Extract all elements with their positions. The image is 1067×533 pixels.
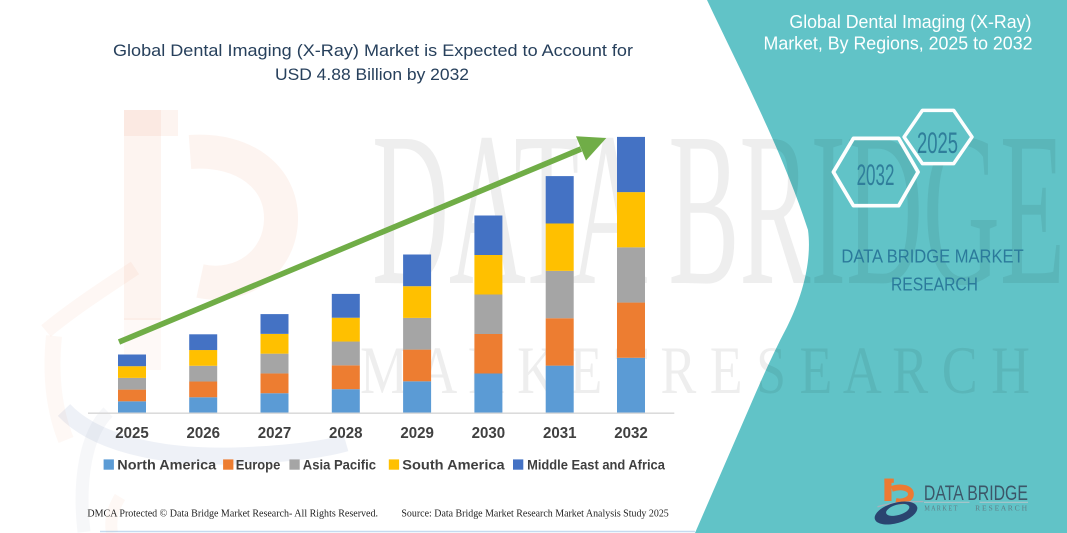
svg-text:DATA BRIDGE: DATA BRIDGE — [924, 481, 1028, 505]
svg-text:2028: 2028 — [329, 425, 363, 442]
svg-text:RESEARCH: RESEARCH — [891, 275, 978, 295]
svg-text:M A R K E T: M A R K E T — [924, 503, 957, 512]
svg-text:2025: 2025 — [917, 127, 958, 160]
svg-text:Europe: Europe — [236, 457, 281, 473]
svg-text:2026: 2026 — [186, 425, 220, 442]
svg-text:Market, By Regions, 2025 to 20: Market, By Regions, 2025 to 2032 — [764, 32, 1033, 53]
svg-text:2031: 2031 — [543, 425, 577, 442]
svg-text:2030: 2030 — [472, 425, 506, 442]
svg-text:2025: 2025 — [115, 425, 149, 442]
svg-text:DATA BRIDGE MARKET: DATA BRIDGE MARKET — [841, 246, 1023, 266]
svg-text:M A R K E T R E S E A R C H: M A R K E T R E S E A R C H — [360, 332, 1030, 408]
svg-text:2032: 2032 — [614, 425, 648, 442]
svg-text:2027: 2027 — [258, 425, 292, 442]
svg-text:Source: Data Bridge Market Res: Source: Data Bridge Market Research Mark… — [401, 509, 668, 520]
svg-text:2032: 2032 — [857, 159, 895, 192]
svg-text:DMCA Protected © Data Bridge M: DMCA Protected © Data Bridge Market Rese… — [87, 509, 378, 520]
svg-text:Middle East and Africa: Middle East and Africa — [527, 457, 665, 473]
svg-text:2029: 2029 — [400, 425, 434, 442]
svg-text:South America: South America — [402, 457, 505, 473]
svg-text:R E S E A R C H: R E S E A R C H — [975, 503, 1028, 512]
svg-text:USD 4.88 Billion by 2032: USD 4.88 Billion by 2032 — [275, 65, 469, 84]
svg-text:North America: North America — [117, 457, 216, 473]
svg-text:Global Dental Imaging (X-Ray): Global Dental Imaging (X-Ray) — [789, 11, 1031, 32]
svg-text:Global Dental Imaging (X-Ray): Global Dental Imaging (X-Ray) Market is … — [113, 41, 633, 60]
svg-text:Asia Pacific: Asia Pacific — [303, 457, 376, 473]
